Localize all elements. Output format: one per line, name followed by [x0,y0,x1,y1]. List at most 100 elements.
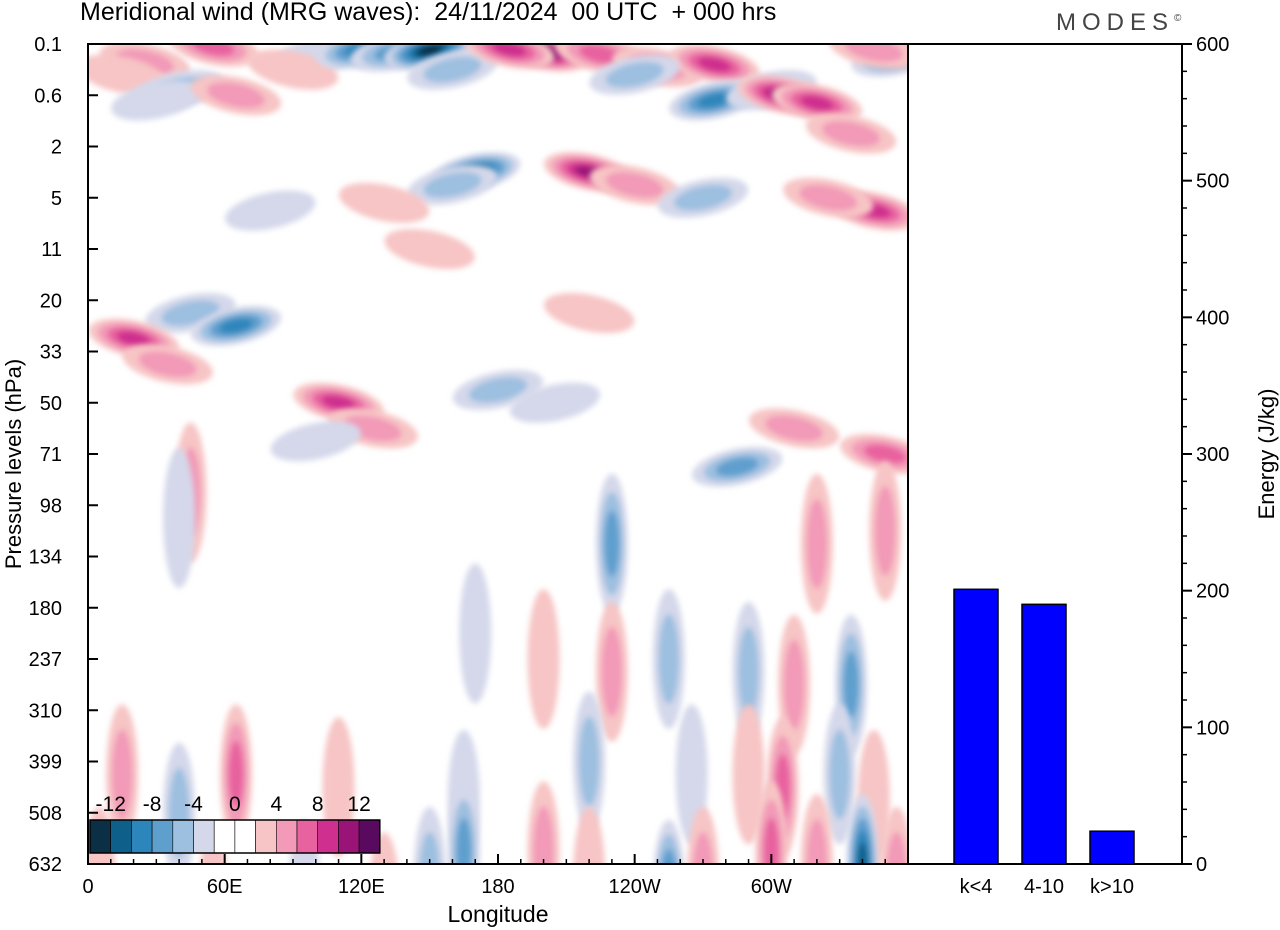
colorbar-swatch [296,819,319,854]
wind-anomaly-negative [846,794,879,864]
y-tick-label: 11 [41,239,62,261]
wind-anomaly-negative [595,473,628,614]
wind-anomaly-positive [589,164,680,205]
contour-level [423,172,482,198]
contour-level [509,382,601,423]
wind-anomaly-positive [338,182,430,223]
wind-anomaly-positive [527,589,560,729]
colorbar-label: 8 [312,793,324,816]
colorbar-swatch [317,819,339,854]
contour-level [579,44,622,64]
contour-level [697,56,732,73]
contour-level [601,626,623,717]
brand-name: MODES [1056,9,1175,36]
brand-logo: MODES© [1056,9,1181,37]
contour-level [843,651,859,718]
energy-bars: k<4 4-10 k>10 [953,588,1135,898]
energy-bar [1089,830,1135,865]
wind-anomaly-positive [527,781,560,864]
contour-level [219,318,254,334]
energy-tick-label: 400 [1196,307,1229,329]
colorbar-swatch [234,819,256,854]
contour-level [321,395,356,411]
pressure-axis: 0.1 0.6 2 5 11 20 33 50 71 98 134 180 237 310 399 508 63… [1,34,98,876]
y-tick-label: 237 [29,649,62,671]
contour-level [732,704,765,845]
wind-anomaly-positive [732,704,765,845]
contour-level [423,56,482,83]
contour-level [459,563,492,704]
contour-level [829,729,850,820]
bar-category-label: 4-10 [1024,876,1064,898]
wind-anomaly-positive [220,704,253,845]
colorbar-label: 12 [347,793,370,816]
contour-level [338,182,430,223]
wind-anomaly-positive [543,293,635,334]
colorbar-border [89,819,381,854]
bar-category-label: k<4 [960,876,993,898]
contour-level [573,806,605,864]
wind-anomaly-positive [800,794,833,864]
colorbar: -12 -8 -4 0 4 8 12 [89,793,381,854]
wind-anomaly-positive [687,806,719,864]
y-tick-label: 33 [40,342,62,364]
wind-anomaly-negative [111,80,202,121]
colorbar-label: -12 [96,793,126,816]
wind-anomaly-negative [270,421,361,462]
wind-anomaly-positive [880,806,908,864]
contour-level [763,817,779,864]
contour-level [384,228,475,270]
wind-anomaly-negative [652,589,685,729]
colorbar-swatch [275,819,298,854]
colorbar-swatch [213,819,236,854]
contour-level [799,95,834,111]
contour-level [492,44,527,57]
y-tick-label: 2 [51,137,62,159]
contour-level [527,589,560,729]
energy-tick-label: 0 [1196,854,1207,876]
contour-level [844,44,903,63]
contour-level [605,61,664,88]
wind-anomaly-positive [669,44,760,85]
y-tick-label: 50 [40,393,62,415]
contour-level [806,498,828,589]
contour-level [799,184,858,211]
wind-anomaly-negative [407,164,498,205]
energy-tick-label: 600 [1196,34,1229,56]
colorbar-label: 0 [229,793,241,816]
wind-anomaly-positive [464,44,555,70]
contour-level [738,626,759,717]
y-tick-label: 399 [29,752,62,774]
contour-level [578,716,600,807]
contour-level [417,45,442,56]
colorbar-swatch [193,819,215,854]
y-tick-label: 20 [40,290,62,312]
x-tick-label: 120E [338,876,385,898]
wind-anomaly-positive [748,408,840,449]
wind-anomaly-positive [869,460,902,601]
contour-level [163,448,196,589]
contour-level [673,184,733,211]
colorbar-swatch [151,819,174,854]
contour-level [765,415,824,442]
wind-anomaly-positive [595,601,628,742]
contour-level [604,510,620,577]
contour-level [658,614,680,704]
wind-anomaly-negative [653,819,684,864]
wind-anomaly-positive [122,344,213,385]
contour-level [111,80,202,121]
wind-anomaly-negative [589,54,680,95]
energy-axis-label: Energy (J/kg) [1254,389,1279,520]
y-tick-label: 0.6 [34,85,62,107]
contour-level [783,639,805,730]
contour-level [191,44,235,57]
contour-level [247,49,339,90]
x-tick-label: 0 [82,876,93,898]
colorbar-label: 4 [270,793,282,816]
colorbar-label: -4 [184,793,203,816]
y-tick-label: 71 [40,444,62,466]
wind-anomaly-positive [190,75,282,116]
colorbar-swatch [172,819,194,854]
contour-level [228,741,244,808]
